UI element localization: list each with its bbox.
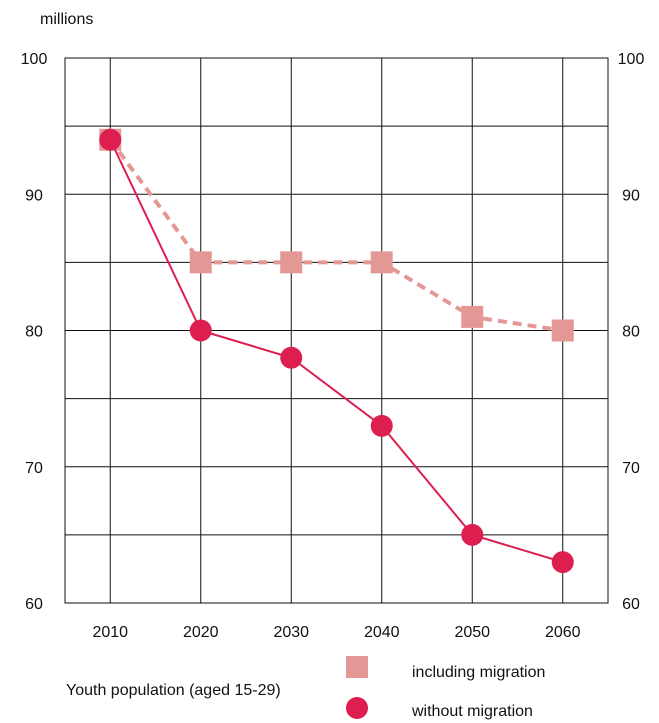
y-tick-label-right: 100 (618, 51, 645, 68)
grid (64, 57, 609, 604)
legend-label-without-migration: without migration (412, 703, 533, 720)
y-tick-label-left: 80 (25, 324, 43, 341)
x-tick-label: 2050 (454, 624, 490, 641)
legend-square-marker (346, 656, 368, 678)
data-point-circle (370, 414, 393, 437)
data-point-circle (99, 128, 122, 151)
data-point-square (280, 251, 303, 274)
x-tick-label: 2010 (92, 624, 128, 641)
series-layer (99, 128, 574, 574)
y-tick-label-left: 90 (25, 187, 43, 204)
y-tick-label-right: 60 (622, 596, 640, 613)
data-point-circle (189, 319, 212, 342)
data-point-circle (280, 346, 303, 369)
y-tick-label-right: 80 (622, 324, 640, 341)
data-point-circle (551, 551, 574, 574)
x-tick-label: 2030 (273, 624, 309, 641)
chart-caption: Youth population (aged 15-29) (66, 682, 281, 699)
y-tick-label-right: 90 (622, 187, 640, 204)
series-without-migration (99, 128, 574, 574)
data-point-square (370, 251, 393, 274)
y-tick-label-left: 60 (25, 596, 43, 613)
data-point-square (461, 305, 484, 328)
legend-circle-marker (346, 697, 368, 719)
series-line (108, 138, 564, 333)
x-tick-label: 2060 (545, 624, 581, 641)
y-tick-label-left: 70 (25, 460, 43, 477)
data-point-circle (461, 523, 484, 546)
tick-labels: 60 60 70 70 80 80 90 90 100 100 2010 2020 2030 2040 20… (21, 51, 645, 641)
y-tick-label-right: 70 (622, 460, 640, 477)
data-point-square (551, 319, 574, 342)
series-line (109, 139, 564, 564)
x-tick-label: 2040 (364, 624, 400, 641)
x-tick-label: 2020 (183, 624, 219, 641)
series-including-migration (99, 128, 574, 342)
legend-label-including-migration: including migration (412, 664, 546, 681)
y-tick-label-left: 100 (21, 51, 48, 68)
data-point-square (189, 251, 212, 274)
y-axis-unit-label: millions (40, 11, 93, 28)
